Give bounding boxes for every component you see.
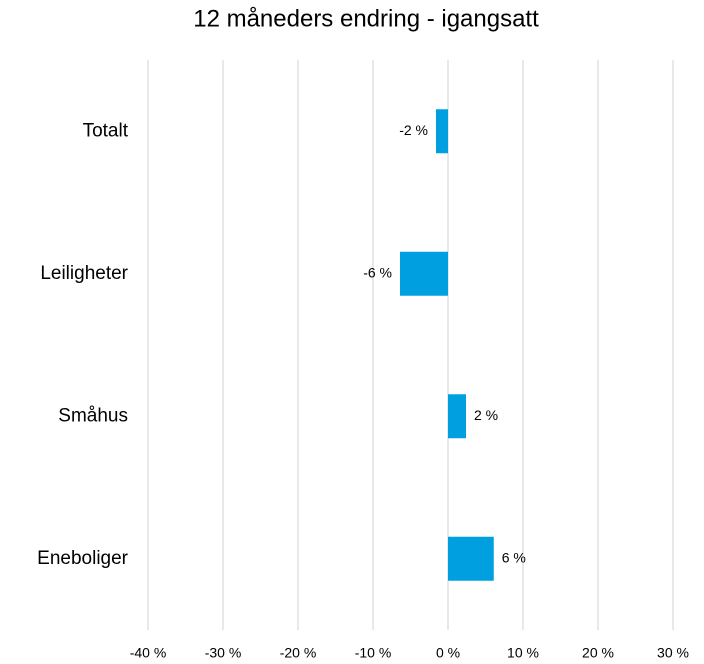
x-tick-label: -40 % bbox=[130, 645, 167, 661]
x-tick-label: 30 % bbox=[657, 645, 689, 661]
bar bbox=[448, 536, 494, 581]
x-tick-label: 10 % bbox=[507, 645, 539, 661]
y-tick-label: Eneboliger bbox=[37, 548, 129, 569]
chart-title: 12 måneders endring - igangsatt bbox=[193, 5, 539, 32]
bar bbox=[436, 109, 448, 154]
value-label: -6 % bbox=[363, 264, 392, 280]
value-label: 2 % bbox=[474, 407, 498, 423]
value-label: -2 % bbox=[399, 122, 428, 138]
bar bbox=[400, 251, 448, 296]
value-label: 6 % bbox=[502, 549, 526, 565]
y-tick-label: Leiligheter bbox=[40, 263, 128, 284]
x-tick-label: 0 % bbox=[436, 645, 460, 661]
y-tick-label: Småhus bbox=[58, 405, 128, 426]
x-tick-label: -30 % bbox=[205, 645, 242, 661]
x-tick-label: -20 % bbox=[280, 645, 317, 661]
x-tick-label: -10 % bbox=[355, 645, 392, 661]
bar bbox=[448, 394, 466, 439]
y-tick-label: Totalt bbox=[83, 120, 129, 141]
x-tick-label: 20 % bbox=[582, 645, 614, 661]
